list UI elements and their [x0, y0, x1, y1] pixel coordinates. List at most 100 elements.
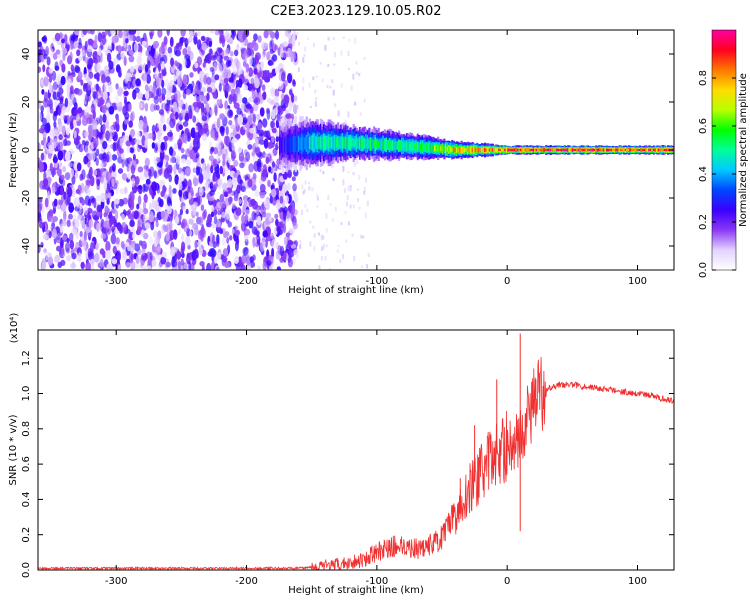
noise-cell: [168, 146, 174, 156]
signal-cell: [305, 136, 308, 150]
noise-cell: [92, 128, 98, 138]
noise-cell: [299, 244, 302, 249]
noise-cell: [224, 100, 229, 110]
noise-cell: [114, 198, 120, 205]
noise-cell: [209, 190, 215, 196]
noise-cell: [199, 70, 205, 79]
noise-cell: [221, 217, 225, 223]
noise-cell: [267, 30, 273, 35]
noise-cell: [180, 30, 186, 37]
noise-cell: [233, 255, 239, 265]
noise-cell: [160, 87, 167, 96]
noise-cell: [58, 134, 63, 141]
noise-cell: [85, 261, 91, 270]
signal-cell: [598, 148, 601, 152]
noise-cell: [138, 184, 143, 190]
noise-cell: [131, 74, 136, 81]
noise-cell: [73, 109, 78, 117]
noise-cell: [250, 198, 256, 206]
signal-cell: [530, 148, 534, 152]
noise-cell: [88, 153, 93, 162]
noise-cell: [259, 132, 264, 141]
noise-cell: [64, 172, 71, 181]
colorbar-gradient: [712, 30, 736, 270]
signal-cell: [477, 147, 480, 153]
noise-cell: [60, 259, 66, 266]
signal-cell: [540, 148, 543, 152]
noise-cell: [319, 169, 322, 173]
noise-cell: [139, 45, 143, 54]
noise-cell: [196, 125, 203, 131]
signal-cell: [372, 140, 376, 149]
noise-cell: [263, 138, 269, 149]
noise-cell: [74, 66, 81, 74]
noise-cell: [70, 247, 75, 257]
signal-cell: [355, 137, 358, 149]
signal-cell: [665, 148, 668, 152]
noise-cell: [105, 171, 112, 183]
noise-cell: [287, 169, 293, 179]
noise-cell: [111, 258, 118, 265]
signal-cell: [491, 148, 494, 152]
noise-cell: [178, 124, 183, 130]
noise-cell: [178, 99, 184, 109]
signal-cell: [624, 148, 627, 151]
spectrogram-cells: [38, 30, 674, 270]
signal-cell: [432, 145, 435, 151]
noise-cell: [38, 128, 45, 134]
noise-cell: [173, 229, 178, 240]
colorbar: 0.00.20.40.60.8 Normalized spectral ampl…: [698, 29, 749, 278]
noise-cell: [252, 113, 256, 123]
signal-cell: [541, 148, 544, 152]
noise-cell: [247, 179, 253, 188]
signal-cell: [330, 136, 333, 149]
noise-cell: [130, 66, 135, 73]
signal-cell: [404, 142, 407, 151]
noise-cell: [356, 188, 359, 191]
noise-cell: [252, 126, 257, 135]
signal-cell: [332, 137, 335, 149]
noise-cell: [325, 228, 328, 233]
noise-cell: [73, 130, 77, 139]
colorbar-tick-label: 0.8: [698, 70, 709, 86]
signal-cell: [512, 148, 515, 152]
noise-cell: [339, 259, 342, 263]
signal-cell: [473, 147, 476, 153]
noise-cell: [324, 256, 327, 261]
noise-cell: [208, 48, 213, 55]
noise-cell: [144, 157, 150, 167]
signal-cell: [319, 136, 322, 150]
noise-cell: [152, 40, 159, 50]
noise-cell: [224, 261, 231, 268]
noise-cell: [217, 30, 221, 33]
noise-cell: [173, 164, 177, 176]
noise-cell: [153, 104, 157, 111]
noise-cell: [281, 218, 287, 227]
noise-cell: [48, 67, 53, 74]
noise-cell: [51, 70, 57, 81]
spectrogram-x-tick-label: 100: [628, 276, 647, 287]
noise-cell: [82, 84, 88, 92]
noise-cell: [196, 31, 201, 37]
noise-cell: [228, 37, 234, 45]
noise-cell: [207, 213, 213, 225]
noise-cell: [254, 145, 260, 156]
noise-cell: [78, 252, 82, 263]
noise-cell: [96, 179, 101, 186]
noise-cell: [318, 265, 321, 270]
signal-cell: [507, 149, 510, 151]
noise-cell: [248, 83, 254, 90]
noise-cell: [291, 176, 296, 182]
signal-cell: [627, 148, 631, 152]
signal-cell: [396, 141, 399, 150]
noise-cell: [245, 209, 250, 215]
noise-cell: [127, 172, 131, 180]
noise-cell: [332, 37, 335, 41]
signal-cell: [469, 148, 473, 152]
noise-cell: [49, 162, 53, 172]
noise-cell: [129, 244, 135, 253]
noise-cell: [128, 34, 134, 41]
noise-cell: [184, 236, 191, 247]
signal-cell: [413, 143, 416, 150]
